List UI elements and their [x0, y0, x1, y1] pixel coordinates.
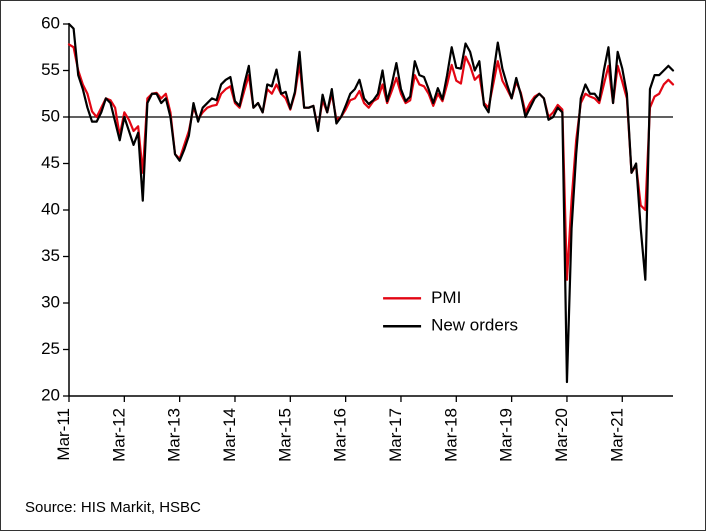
- chart-area: 20 25 30 35 40 45 50 55 60 Mar-11 Mar-12 Mar-13 Mar-…: [21, 16, 687, 476]
- svg-text:25: 25: [41, 339, 60, 358]
- svg-text:60: 60: [41, 16, 60, 32]
- svg-text:30: 30: [41, 292, 60, 311]
- svg-text:Mar-17: Mar-17: [386, 408, 405, 462]
- svg-text:Mar-21: Mar-21: [607, 408, 626, 462]
- svg-text:Mar-16: Mar-16: [331, 408, 350, 462]
- chart-card: 20 25 30 35 40 45 50 55 60 Mar-11 Mar-12 Mar-13 Mar-…: [0, 0, 706, 531]
- svg-text:Mar-15: Mar-15: [275, 408, 294, 462]
- svg-text:55: 55: [41, 60, 60, 79]
- line-chart: 20 25 30 35 40 45 50 55 60 Mar-11 Mar-12 Mar-13 Mar-…: [21, 16, 687, 476]
- svg-text:35: 35: [41, 246, 60, 265]
- svg-text:PMI: PMI: [431, 288, 461, 307]
- svg-text:20: 20: [41, 385, 60, 404]
- svg-text:50: 50: [41, 106, 60, 125]
- svg-text:40: 40: [41, 199, 60, 218]
- svg-text:Mar-13: Mar-13: [165, 408, 184, 462]
- svg-text:Mar-19: Mar-19: [497, 408, 516, 462]
- source-caption: Source: HIS Markit, HSBC: [25, 499, 201, 516]
- svg-text:Mar-12: Mar-12: [109, 408, 128, 462]
- svg-text:Mar-11: Mar-11: [54, 408, 73, 461]
- svg-text:Mar-18: Mar-18: [441, 408, 460, 462]
- svg-text:Mar-14: Mar-14: [220, 408, 239, 462]
- svg-text:New orders: New orders: [431, 316, 518, 335]
- svg-text:45: 45: [41, 153, 60, 172]
- svg-text:Mar-20: Mar-20: [552, 408, 571, 462]
